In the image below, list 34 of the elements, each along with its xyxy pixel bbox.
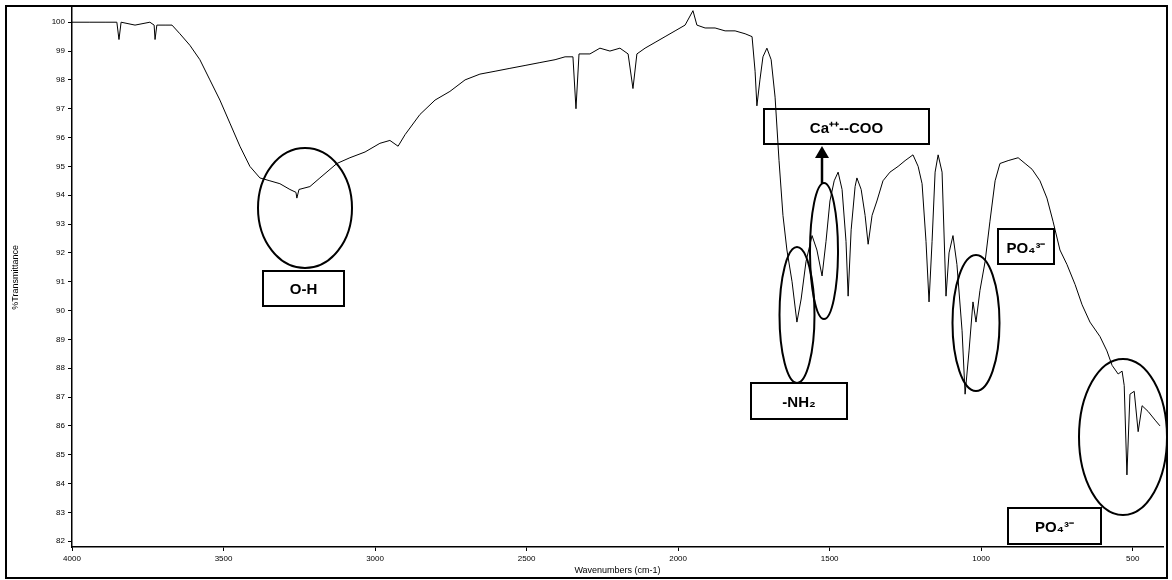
annotation: Ca⁺⁺--COO <box>809 117 884 137</box>
annotation: -NH₂ <box>782 392 816 410</box>
y-tick-label: 84 <box>56 478 66 488</box>
y-tick-label: 90 <box>56 305 66 315</box>
y-tick-label: 87 <box>56 392 66 402</box>
y-tick-label: 88 <box>56 363 66 373</box>
y-tick-label: 99 <box>56 46 66 56</box>
y-tick-label: 83 <box>56 507 66 517</box>
annotation: O-H <box>289 280 318 297</box>
y-axis-title: %Transmittance <box>9 245 20 310</box>
x-tick-label: 1000 <box>972 554 991 563</box>
y-tick-label: 86 <box>56 421 66 431</box>
annotation: PO₄³⁻ <box>1035 517 1074 536</box>
x-tick-label: 2000 <box>669 554 688 563</box>
y-tick-label: 85 <box>56 449 66 459</box>
y-tick-label: 93 <box>56 219 66 229</box>
y-tick-label: 95 <box>56 161 66 171</box>
y-tick-label: 91 <box>56 276 66 286</box>
x-tick-label: 3000 <box>366 554 385 563</box>
x-tick-label: 3500 <box>214 554 233 563</box>
y-tick-label: 100 <box>51 17 66 27</box>
x-axis-title: Wavenumbers (cm-1) <box>574 565 661 576</box>
y-tick-label: 92 <box>56 248 66 258</box>
x-tick-label: 4000 <box>63 554 82 563</box>
y-tick-label: 94 <box>56 190 66 200</box>
y-tick-label: 98 <box>56 75 66 85</box>
y-tick-label: 89 <box>56 334 66 344</box>
y-tick-label: 97 <box>56 103 66 113</box>
annotation: PO₄³⁻ <box>1006 237 1046 257</box>
x-tick-label: 2500 <box>517 554 537 563</box>
y-tick-label: 96 <box>56 132 66 142</box>
y-tick-label: 82 <box>56 536 66 546</box>
x-tick-label: 500 <box>1126 554 1140 563</box>
x-tick-label: 1500 <box>820 554 840 563</box>
